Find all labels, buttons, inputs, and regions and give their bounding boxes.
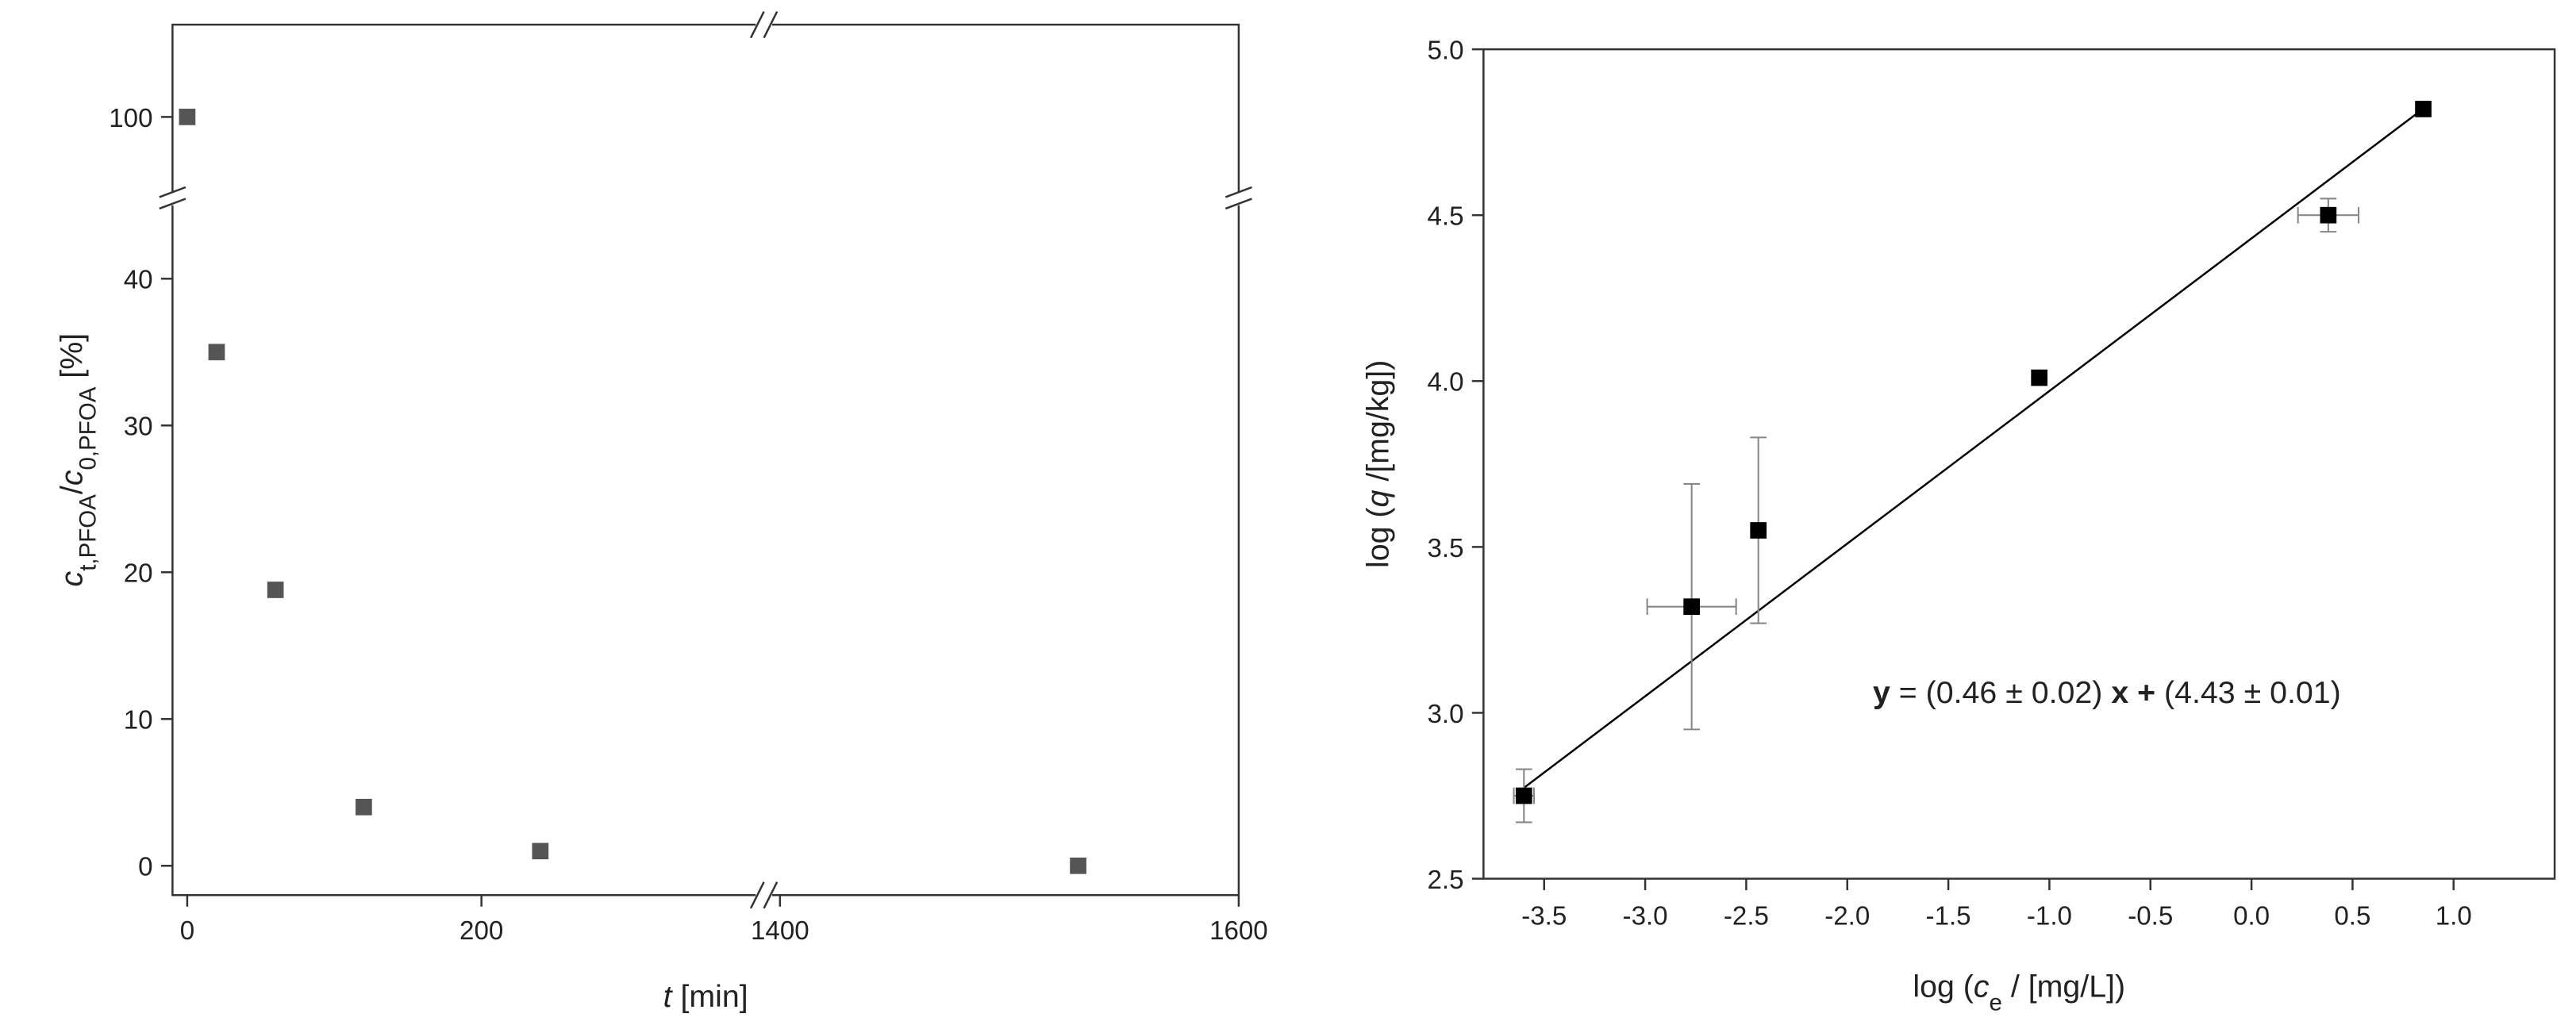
y-axis-title-part: / (55, 486, 90, 494)
y-tick-label: 4.5 (1427, 202, 1463, 232)
x-axis-title-part: / [mg/L]) (2002, 969, 2125, 1004)
marker (532, 843, 549, 860)
x-tick-label: -3.5 (1521, 902, 1567, 931)
fit-equation-part: = (0.46 ± 0.02) (1890, 675, 2111, 710)
x-tick-label: 0 (180, 916, 194, 946)
axis-break-mark (159, 198, 186, 210)
marker (2415, 101, 2432, 117)
marker (208, 344, 225, 361)
x-axis-title-part: [min] (672, 979, 748, 1014)
y-tick-label: 100 (109, 104, 152, 133)
y-tick-label: 4.0 (1427, 368, 1463, 397)
x-tick-label: -0.5 (2128, 902, 2173, 931)
x-tick-label: 1600 (1209, 916, 1268, 946)
y-tick-label: 30 (124, 413, 153, 442)
x-tick-label: -1.0 (2027, 902, 2072, 931)
x-axis-title-part: t (663, 979, 674, 1014)
y-axis-title-part: 0,PFOA (75, 386, 101, 470)
axis-break-mark (749, 10, 765, 39)
y-tick-label: 40 (124, 266, 153, 295)
axis-break-mark (763, 881, 779, 909)
y-axis-title-part: t,PFOA (75, 494, 101, 571)
x-axis-title: log (ce / [mg/L]) (1913, 969, 2125, 1016)
y-tick-label: 3.0 (1427, 700, 1463, 729)
marker (1750, 522, 1767, 539)
axis-break-gap (755, 890, 772, 900)
y-axis-title: log (q /[mg/kg]) (1360, 360, 1395, 568)
y-axis-title: ct,PFOA/c0,PFOA [%] (55, 333, 102, 587)
fit-equation: y = (0.46 ± 0.02) x + (4.43 ± 0.01) (1873, 675, 2341, 710)
axis-break-gap (755, 19, 772, 30)
x-axis-title-part: log ( (1913, 969, 1974, 1004)
x-tick-label: -2.0 (1824, 902, 1870, 931)
x-tick-label: -3.0 (1623, 902, 1668, 931)
x-tick-label: 0.0 (2233, 902, 2270, 931)
y-tick-label: 5.0 (1427, 36, 1463, 66)
marker (1515, 787, 1532, 804)
x-tick-label: -2.5 (1724, 902, 1769, 931)
marker (267, 582, 284, 598)
y-axis-title-part: q (1360, 490, 1395, 507)
x-tick-label: 200 (459, 916, 503, 946)
fit-equation-part: y (1873, 675, 1890, 710)
y-axis-title-part: c (55, 470, 90, 486)
axis-break-mark (1225, 186, 1252, 198)
y-tick-label: 0 (138, 853, 152, 882)
y-tick-label: 3.5 (1427, 534, 1463, 563)
axis-break-mark (159, 186, 186, 198)
y-axis-title-part: c (55, 570, 90, 586)
x-tick-label: 1.0 (2436, 902, 2472, 931)
marker (179, 109, 196, 125)
marker (356, 798, 372, 816)
axis-break-mark (749, 881, 765, 909)
marker (1683, 598, 1701, 616)
fit-line (1523, 107, 2424, 789)
y-tick-label: 2.5 (1427, 866, 1463, 895)
y-axis-title-part: log ( (1360, 507, 1395, 568)
y-tick-label: 10 (124, 706, 153, 735)
x-axis-title-part: c (1974, 969, 1990, 1004)
y-tick-label: 20 (124, 559, 153, 589)
marker (2320, 206, 2337, 224)
marker (2031, 369, 2048, 386)
fit-equation-part: x (2111, 675, 2128, 710)
fit-equation-part: (4.43 ± 0.01) (2164, 675, 2341, 710)
marker (1070, 857, 1086, 874)
x-tick-label: -1.5 (1926, 902, 1971, 931)
plot-frame (171, 23, 1240, 897)
fit-equation-part: + (2128, 675, 2164, 710)
axis-break-mark (1225, 198, 1252, 210)
plot-frame (1482, 48, 2556, 880)
y-axis-title-part: /[mg/kg]) (1360, 360, 1395, 490)
y-axis-title-part: [%] (55, 333, 90, 387)
axis-break-mark (763, 10, 779, 39)
x-tick-label: 0.5 (2334, 902, 2370, 931)
x-axis-title-part: e (1990, 989, 2002, 1016)
x-axis-title: t [min] (663, 979, 748, 1014)
x-tick-label: 1400 (751, 916, 809, 946)
